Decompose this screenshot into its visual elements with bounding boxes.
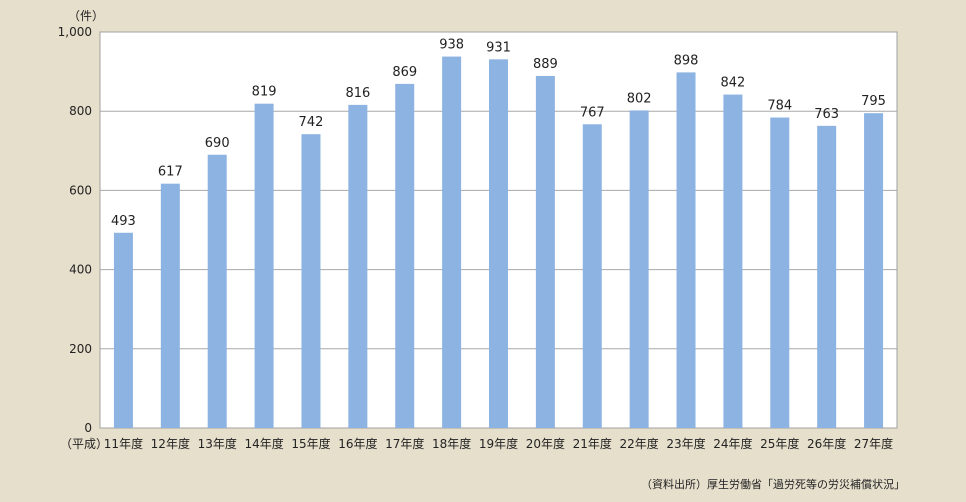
x-tick-label: 23年度 (666, 436, 705, 451)
data-label: 795 (861, 94, 886, 109)
y-tick-label: 400 (69, 263, 92, 277)
data-label: 816 (345, 86, 370, 101)
x-tick-label: 26年度 (807, 436, 846, 451)
x-tick-label: 17年度 (385, 436, 424, 451)
data-labels: 493 617 690 819 742 816 869 938 931 889 767 802 898 8… (111, 38, 886, 229)
bar-19年度 (489, 59, 508, 428)
data-label: 784 (767, 99, 792, 114)
bar-21年度 (582, 124, 602, 428)
data-label: 493 (111, 214, 136, 229)
data-label: 889 (533, 57, 558, 72)
x-tick-label: 14年度 (244, 436, 283, 451)
data-label: 742 (299, 115, 324, 130)
y-tick-label: 600 (69, 183, 92, 197)
bar-12年度 (160, 183, 180, 428)
y-axis-ticks: 0 200 400 600 800 1,000 (58, 25, 92, 435)
data-label: 690 (205, 136, 230, 151)
y-tick-label: 800 (69, 104, 92, 118)
data-label: 842 (720, 76, 745, 91)
bar-23年度 (676, 72, 696, 428)
x-tick-label: 22年度 (620, 436, 659, 451)
data-label: 617 (158, 165, 183, 180)
x-tick-label: 15年度 (291, 436, 330, 451)
y-tick-label: 0 (84, 421, 92, 435)
bar-24年度 (723, 94, 743, 429)
data-label: 763 (814, 107, 839, 122)
bar-15年度 (301, 134, 321, 428)
bar-22年度 (629, 110, 649, 429)
bar-26年度 (817, 125, 837, 429)
x-axis-era-label: （平成） (60, 437, 108, 451)
data-label: 931 (486, 40, 511, 55)
bar-20年度 (535, 75, 555, 429)
data-label: 819 (252, 85, 277, 100)
data-label: 898 (674, 53, 699, 68)
data-label: 802 (627, 91, 652, 106)
bar-25年度 (770, 117, 790, 428)
x-tick-label: 19年度 (479, 436, 518, 451)
bar-13年度 (207, 154, 227, 428)
x-axis-ticks: 11年度 12年度 13年度 14年度 15年度 16年度 17年度 18年度 19年度 20年度… (104, 436, 893, 451)
y-axis-unit-label: （件） (68, 9, 104, 23)
bars (113, 56, 884, 429)
bar-18年度 (442, 56, 462, 428)
x-tick-label: 11年度 (104, 436, 143, 451)
bar-11年度 (113, 232, 133, 428)
bar-27年度 (864, 113, 884, 429)
x-tick-label: 21年度 (573, 436, 612, 451)
bar-16年度 (348, 104, 368, 428)
data-label: 869 (392, 65, 417, 80)
bar-14年度 (254, 103, 274, 429)
data-label: 938 (439, 38, 464, 53)
data-label: 767 (580, 105, 605, 120)
y-tick-label: 200 (69, 342, 92, 356)
x-tick-label: 18年度 (432, 436, 471, 451)
x-tick-label: 12年度 (151, 436, 190, 451)
x-tick-label: 13年度 (198, 436, 237, 451)
x-tick-label: 20年度 (526, 436, 565, 451)
x-tick-label: 27年度 (854, 436, 893, 451)
bar-17年度 (395, 83, 415, 428)
x-tick-label: 16年度 (338, 436, 377, 451)
x-tick-label: 24年度 (713, 436, 752, 451)
source-note: （資料出所）厚生労働省「過労死等の労災補償状況」 (641, 477, 905, 491)
x-tick-label: 25年度 (760, 436, 799, 451)
y-tick-label: 1,000 (58, 25, 92, 39)
